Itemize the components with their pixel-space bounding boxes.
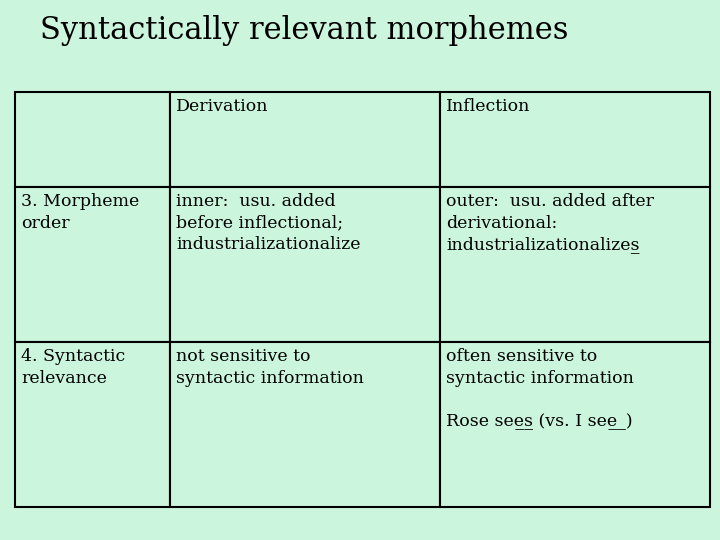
Text: Syntactically relevant morphemes: Syntactically relevant morphemes [40,15,569,46]
Text: 4. Syntactic
relevance: 4. Syntactic relevance [21,348,125,387]
Bar [170,342,440,507]
Bar [440,342,710,507]
Text: Inflection: Inflection [446,98,531,115]
Text: inner:  usu. added
before inflectional;
industrializationalize: inner: usu. added before inflectional; i… [176,193,361,253]
Text: often sensitive to
syntactic information

Rose see̲s̲ (vs. I see̲_̲): often sensitive to syntactic information… [446,348,634,430]
Text: outer:  usu. added after
derivational:
industrializationalizes̲: outer: usu. added after derivational: in… [446,193,654,253]
Bar [170,92,440,187]
Bar [15,342,170,507]
Text: not sensitive to
syntactic information: not sensitive to syntactic information [176,348,364,387]
Bar [440,92,710,187]
Bar [15,187,170,342]
Text: 3. Morpheme
order: 3. Morpheme order [21,193,139,232]
Bar [440,187,710,342]
Text: Derivation: Derivation [176,98,269,115]
Bar [170,187,440,342]
Bar [15,92,170,187]
